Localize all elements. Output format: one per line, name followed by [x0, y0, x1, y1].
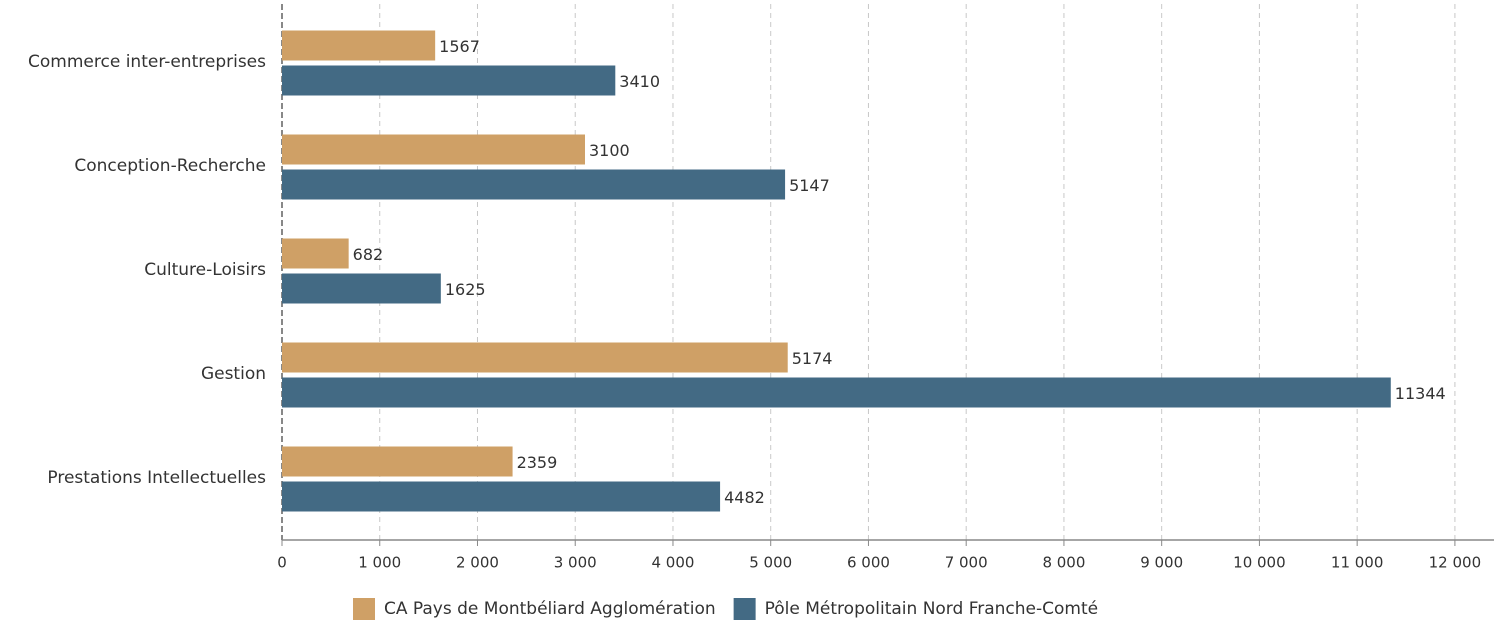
x-tick-label: 12 000 [1429, 554, 1482, 572]
bar [282, 238, 349, 269]
x-tick-label: 4 000 [651, 554, 694, 572]
bar [282, 377, 1391, 408]
bar [282, 30, 436, 61]
data-label: 1625 [445, 280, 486, 299]
data-label: 2359 [517, 453, 558, 472]
data-label: 4482 [724, 488, 765, 507]
data-label: 5147 [789, 176, 830, 195]
legend-swatch [353, 598, 375, 620]
bar [282, 446, 513, 477]
x-tick-label: 8 000 [1042, 554, 1085, 572]
data-label: 3410 [619, 72, 660, 91]
bar [282, 481, 721, 512]
data-label: 1567 [439, 37, 480, 56]
data-label: 5174 [792, 349, 833, 368]
y-tick-label: Gestion [201, 364, 266, 384]
bar [282, 65, 616, 96]
bar [282, 273, 441, 304]
x-tick-label: 1 000 [358, 554, 401, 572]
y-tick-label: Conception-Recherche [74, 156, 266, 176]
bar [282, 134, 585, 165]
x-tick-label: 5 000 [749, 554, 792, 572]
data-label: 11344 [1395, 384, 1446, 403]
y-tick-label: Prestations Intellectuelles [47, 468, 266, 488]
y-tick-label: Commerce inter-entreprises [28, 52, 266, 72]
bar [282, 342, 788, 373]
x-tick-label: 9 000 [1140, 554, 1183, 572]
legend-label: Pôle Métropolitain Nord Franche-Comté [765, 599, 1098, 619]
x-tick-label: 2 000 [456, 554, 499, 572]
x-tick-label: 3 000 [554, 554, 597, 572]
legend-label: CA Pays de Montbéliard Agglomération [384, 599, 716, 619]
bar [282, 169, 786, 200]
legend-swatch [733, 598, 756, 620]
data-label: 3100 [589, 141, 630, 160]
x-tick-label: 0 [277, 554, 287, 572]
x-tick-label: 11 000 [1331, 554, 1384, 572]
x-tick-label: 7 000 [945, 554, 988, 572]
y-tick-label: Culture-Loisirs [144, 260, 266, 280]
x-tick-label: 6 000 [847, 554, 890, 572]
x-tick-label: 10 000 [1233, 554, 1286, 572]
data-label: 682 [353, 245, 384, 264]
